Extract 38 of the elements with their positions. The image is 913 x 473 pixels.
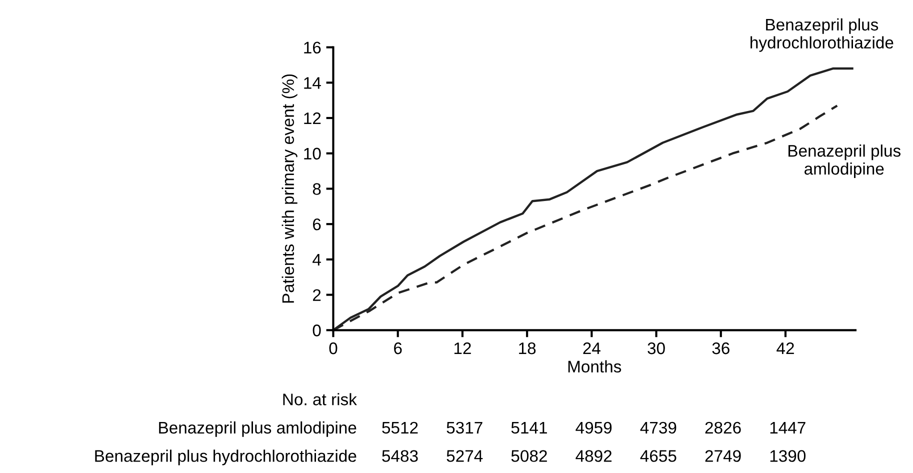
y-tick-label: 14 bbox=[304, 77, 321, 89]
y-tick-label: 16 bbox=[304, 42, 321, 54]
text: 5274 bbox=[446, 450, 483, 462]
y-tick-label: 4 bbox=[312, 254, 321, 266]
x-tick-label: 36 bbox=[712, 342, 730, 354]
text: 5512 bbox=[382, 422, 418, 434]
text: 1390 bbox=[770, 450, 806, 462]
x-axis-title: Months bbox=[568, 360, 622, 373]
y-axis-title: Patients with primary event (%) bbox=[282, 74, 298, 303]
y-tick-label: 0 bbox=[312, 324, 321, 336]
text: No. at risk bbox=[283, 393, 357, 406]
x-tick-label: 6 bbox=[394, 342, 402, 354]
y-tick-label: 6 bbox=[313, 218, 321, 230]
text: 2749 bbox=[705, 450, 741, 462]
text: 4892 bbox=[576, 450, 612, 462]
text: 5141 bbox=[511, 422, 547, 434]
text: Benazepril plus amlodipine bbox=[159, 421, 356, 437]
text: 5317 bbox=[446, 422, 482, 434]
x-tick-label: 18 bbox=[519, 342, 536, 354]
text: 4739 bbox=[640, 422, 676, 434]
y-tick-label: 2 bbox=[313, 289, 321, 301]
x-tick-label: 30 bbox=[648, 342, 665, 354]
y-tick-label: 12 bbox=[304, 112, 321, 124]
text: 2826 bbox=[705, 422, 741, 434]
text: 1447 bbox=[770, 422, 806, 434]
x-tick-label: 0 bbox=[329, 342, 338, 354]
text: 4959 bbox=[576, 422, 612, 434]
text: 5082 bbox=[511, 450, 547, 462]
x-tick-label: 42 bbox=[776, 342, 794, 354]
text: Benazepril plus hydrochlorothiazide bbox=[750, 18, 894, 52]
x-tick-label: 24 bbox=[583, 342, 600, 354]
text: Benazepril plus hydrochlorothiazide bbox=[95, 450, 356, 466]
text: 5483 bbox=[382, 450, 418, 462]
y-tick-label: 8 bbox=[312, 183, 321, 195]
x-tick-label: 12 bbox=[454, 342, 471, 354]
y-tick-label: 10 bbox=[304, 148, 321, 160]
series-label: Benazepril plus amlodipine bbox=[788, 144, 900, 178]
text: 4655 bbox=[640, 450, 676, 462]
